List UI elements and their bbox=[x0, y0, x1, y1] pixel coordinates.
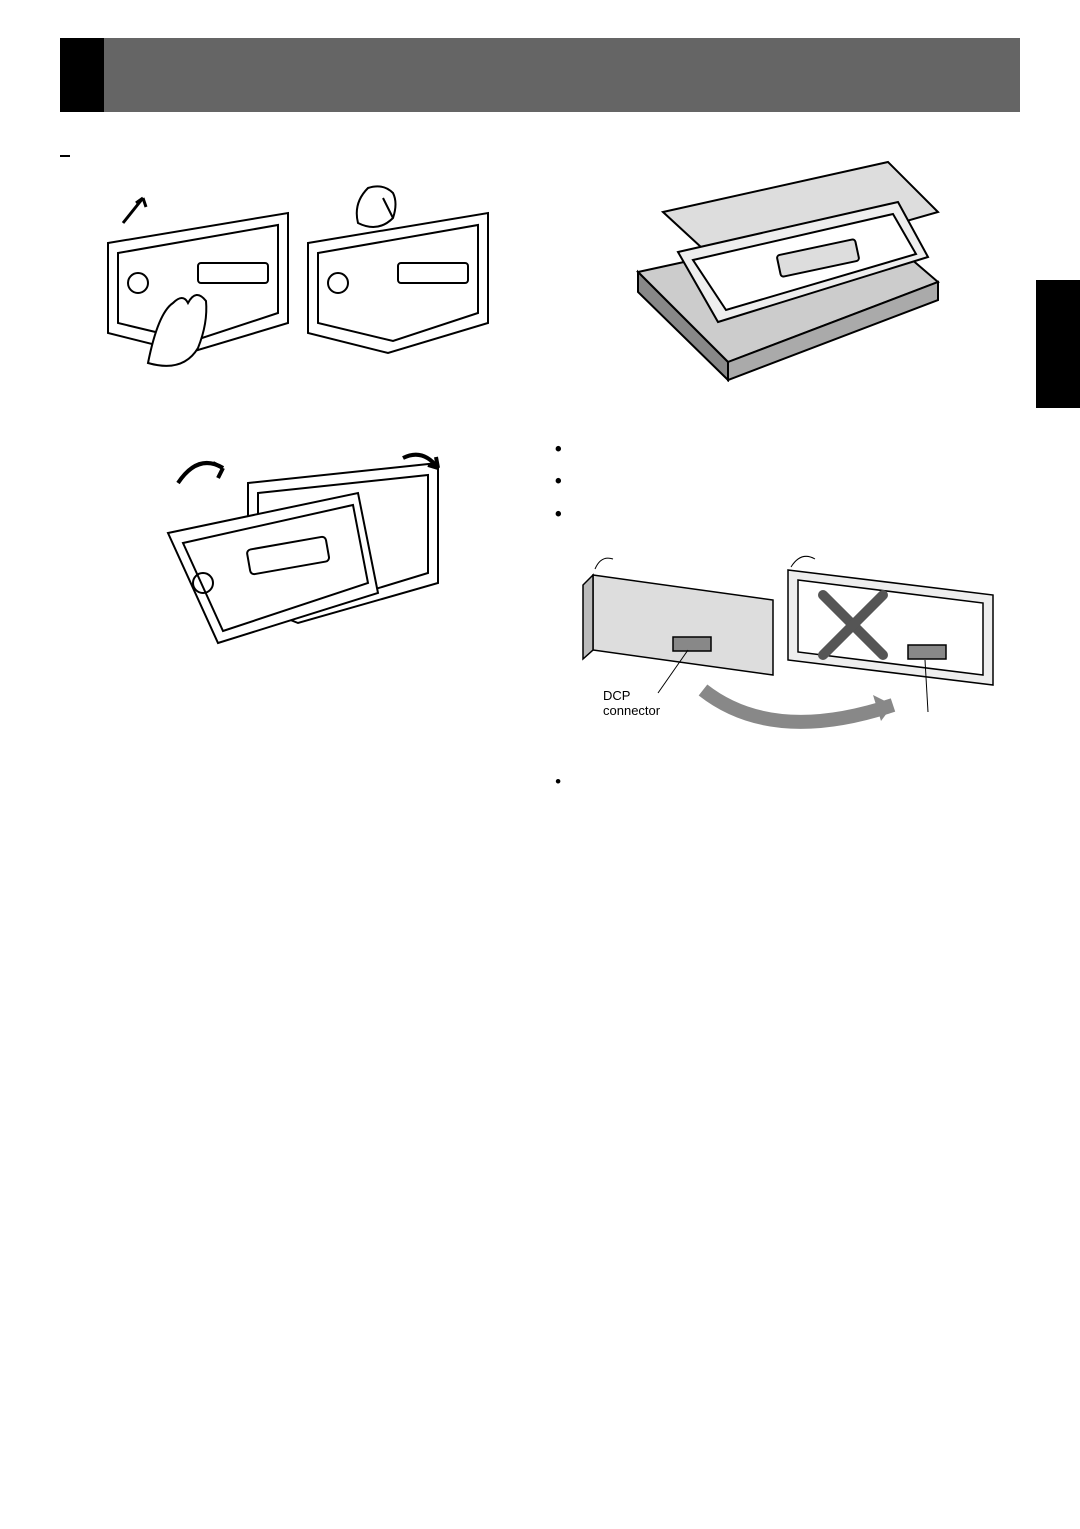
connector-illustration: DCP connector bbox=[573, 545, 1003, 755]
dcp-case-illustration bbox=[608, 142, 968, 382]
language-tab bbox=[1036, 280, 1080, 408]
section-title-bar bbox=[60, 38, 1020, 112]
caution-bullet-1 bbox=[555, 438, 1020, 462]
section-title bbox=[60, 38, 104, 112]
removing-figure bbox=[60, 183, 525, 383]
note-item bbox=[555, 771, 1020, 792]
left-column bbox=[60, 126, 525, 792]
attaching-figure bbox=[60, 443, 525, 653]
caution-bullet-3 bbox=[555, 503, 1020, 527]
storing-figure bbox=[555, 142, 1020, 382]
caution-bullet-2 bbox=[555, 470, 1020, 494]
connector-figure: DCP connector bbox=[555, 545, 1020, 755]
label-dcp-connector-1: DCP bbox=[603, 688, 630, 703]
removing-step-2 bbox=[60, 142, 525, 167]
removing-dcp-illustration bbox=[88, 183, 498, 383]
boxed-number-icon bbox=[60, 155, 70, 157]
label-dcp-connector-2: connector bbox=[603, 703, 661, 718]
two-column-layout: DCP connector bbox=[60, 126, 1020, 792]
attaching-dcp-illustration bbox=[128, 443, 458, 653]
right-column: DCP connector bbox=[555, 126, 1020, 792]
